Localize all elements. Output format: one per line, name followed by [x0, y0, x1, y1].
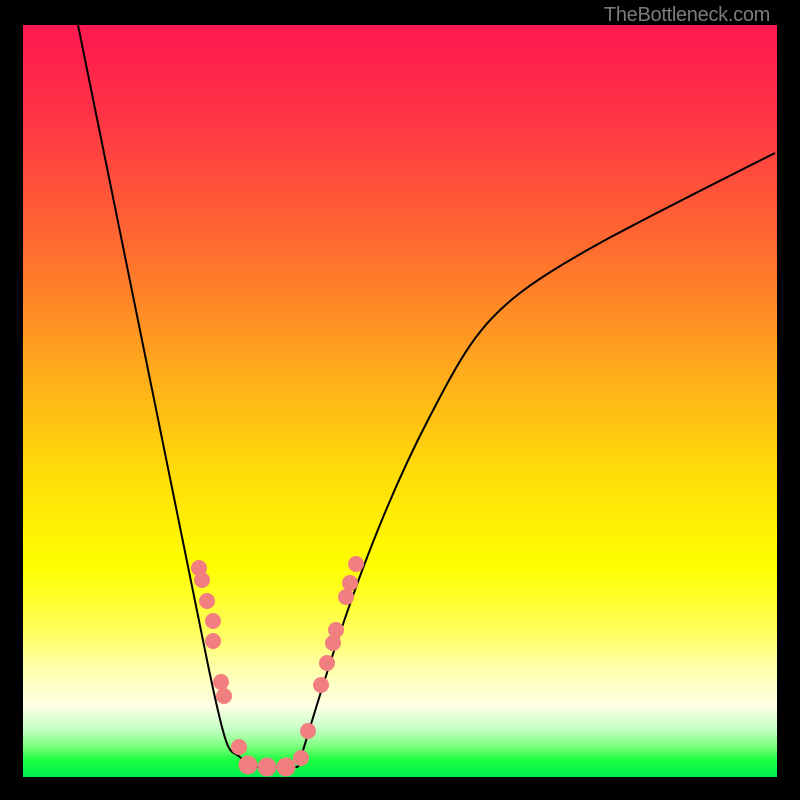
watermark-text: TheBottleneck.com	[604, 4, 770, 27]
data-point	[319, 655, 335, 671]
data-point	[328, 622, 344, 638]
plot-background	[23, 25, 777, 777]
data-point	[338, 589, 354, 605]
data-point	[258, 758, 277, 777]
data-point	[205, 633, 221, 649]
data-point	[199, 593, 215, 609]
data-point	[342, 575, 358, 591]
data-point	[300, 723, 316, 739]
data-point	[205, 613, 221, 629]
data-point	[239, 756, 258, 775]
bottleneck-chart	[23, 25, 777, 777]
data-point	[277, 758, 296, 777]
data-point	[213, 674, 229, 690]
data-point	[216, 688, 232, 704]
data-point	[313, 677, 329, 693]
data-point	[348, 556, 364, 572]
data-point	[293, 750, 309, 766]
data-point	[194, 572, 210, 588]
data-point	[231, 739, 247, 755]
